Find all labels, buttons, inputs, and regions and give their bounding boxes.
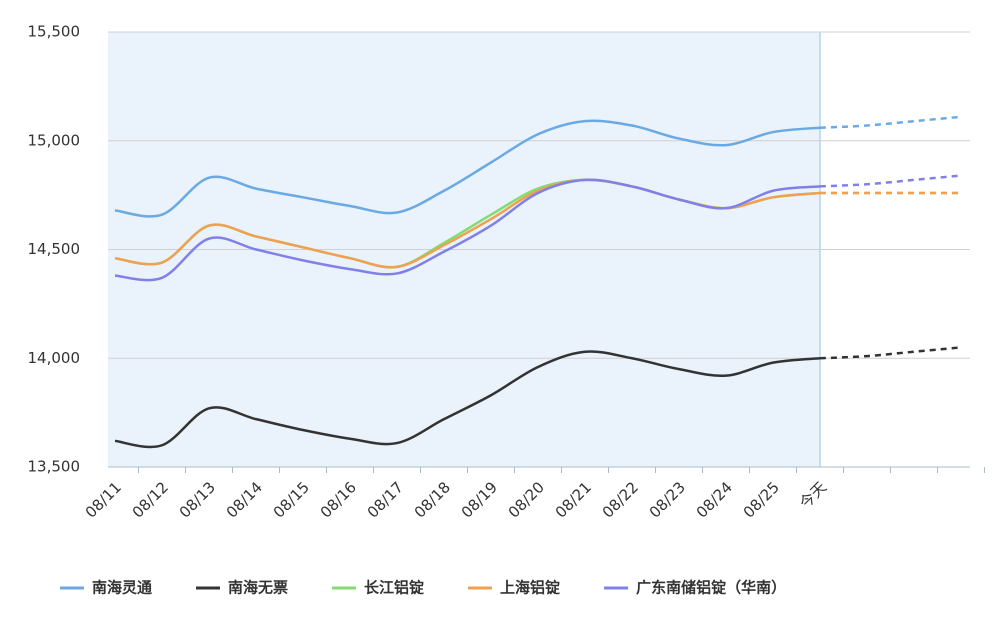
x-tick-label: 08/23 bbox=[646, 478, 689, 521]
x-tick-label: 08/13 bbox=[176, 478, 219, 521]
x-tick-label: 08/17 bbox=[364, 478, 407, 521]
series-line bbox=[114, 350, 821, 449]
series-line bbox=[819, 174, 962, 188]
legend-label: 广东南储铝锭（华南） bbox=[636, 579, 786, 597]
y-tick-label: 15,000 bbox=[28, 131, 81, 149]
legend-label: 南海无票 bbox=[228, 579, 288, 597]
series-line bbox=[819, 346, 962, 360]
series-line bbox=[819, 115, 962, 129]
x-tick-label: 08/11 bbox=[82, 478, 125, 521]
legend-label: 长江铝锭 bbox=[364, 579, 424, 597]
series-line bbox=[114, 178, 821, 282]
y-tick-label: 15,500 bbox=[28, 23, 81, 41]
plot-background bbox=[108, 31, 970, 468]
x-tick-label: 08/25 bbox=[740, 478, 783, 521]
y-tick-label: 14,500 bbox=[28, 240, 81, 258]
legend-label: 南海灵通 bbox=[92, 579, 152, 597]
x-tick-label: 08/24 bbox=[693, 478, 736, 521]
x-tick-label: 08/14 bbox=[223, 478, 266, 521]
x-tick-label: 08/21 bbox=[552, 478, 595, 521]
x-tick-label: 08/18 bbox=[411, 478, 454, 521]
legend-label: 上海铝锭 bbox=[500, 579, 560, 597]
x-tick-label: 08/16 bbox=[317, 478, 360, 521]
x-tick-label: 08/12 bbox=[129, 478, 172, 521]
x-tick-label: 08/20 bbox=[505, 478, 548, 521]
x-tick-label: 今天 bbox=[796, 478, 830, 512]
x-tick-label: 08/19 bbox=[458, 478, 501, 521]
plot bbox=[114, 115, 962, 449]
x-tick-label: 08/15 bbox=[270, 478, 313, 521]
x-tick-label: 08/22 bbox=[599, 478, 642, 521]
series-line bbox=[114, 119, 821, 218]
y-tick-label: 13,500 bbox=[28, 458, 81, 476]
y-tick-label: 14,000 bbox=[28, 349, 81, 367]
